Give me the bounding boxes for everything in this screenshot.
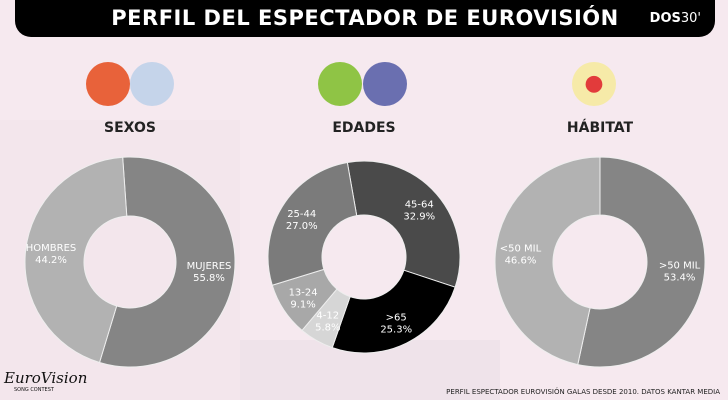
slice-value-label: 55.8% xyxy=(193,273,225,284)
slice-category-label: <50 MIL xyxy=(500,243,542,254)
man-avatar-icon xyxy=(86,62,130,106)
slice-value-label: 27.0% xyxy=(286,221,318,232)
location-pin-icon: ● xyxy=(572,62,616,106)
source-note: PERFIL ESPECTADOR EUROVISIÓN GALAS DESDE… xyxy=(446,388,720,396)
section-title-habitat: HÁBITAT xyxy=(566,120,634,136)
slice-value-label: 53.4% xyxy=(664,273,696,284)
header-bar: PERFIL DEL ESPECTADOR DE EUROVISIÓN DOS3… xyxy=(15,0,715,37)
donut-slice-25-44 xyxy=(267,161,358,286)
slice-category-label: >50 MIL xyxy=(659,261,701,272)
donut-slice-mujeres xyxy=(98,156,236,368)
slice-category-label: >65 xyxy=(386,313,407,324)
donut-slice--50-mil xyxy=(494,156,601,366)
slice-category-label: 4-12 xyxy=(316,310,339,321)
donut-slice-hombres xyxy=(24,156,128,364)
slice-value-label: 9.1% xyxy=(290,299,315,310)
slice-value-label: 32.9% xyxy=(403,211,435,222)
donut-slice--50-mil xyxy=(577,156,706,368)
section-title-sexos: SEXOS xyxy=(104,120,156,136)
section-title-edades: EDADES xyxy=(332,120,396,136)
slice-category-label: MUJERES xyxy=(187,261,232,272)
slice-category-label: 45-64 xyxy=(405,199,434,210)
page-title: PERFIL DEL ESPECTADOR DE EUROVISIÓN xyxy=(111,6,619,30)
slice-value-label: 5.8% xyxy=(315,322,340,333)
donut-slice-45-64 xyxy=(346,160,461,288)
slice-category-label: HOMBRES xyxy=(26,243,77,254)
slice-category-label: 25-44 xyxy=(287,209,316,220)
young-woman-avatar-icon xyxy=(318,62,362,106)
slice-value-label: 25.3% xyxy=(380,325,412,336)
woman-avatar-icon xyxy=(130,62,174,106)
donut-slice--65 xyxy=(331,269,456,354)
slice-category-label: 13-24 xyxy=(289,287,318,298)
dos30-logo: DOS30' xyxy=(649,11,701,26)
slice-value-label: 44.2% xyxy=(35,255,67,266)
slice-value-label: 46.6% xyxy=(505,255,537,266)
elderly-man-avatar-icon xyxy=(363,62,407,106)
eurovision-logo: EuroVision SONG CONTEST xyxy=(4,369,88,393)
